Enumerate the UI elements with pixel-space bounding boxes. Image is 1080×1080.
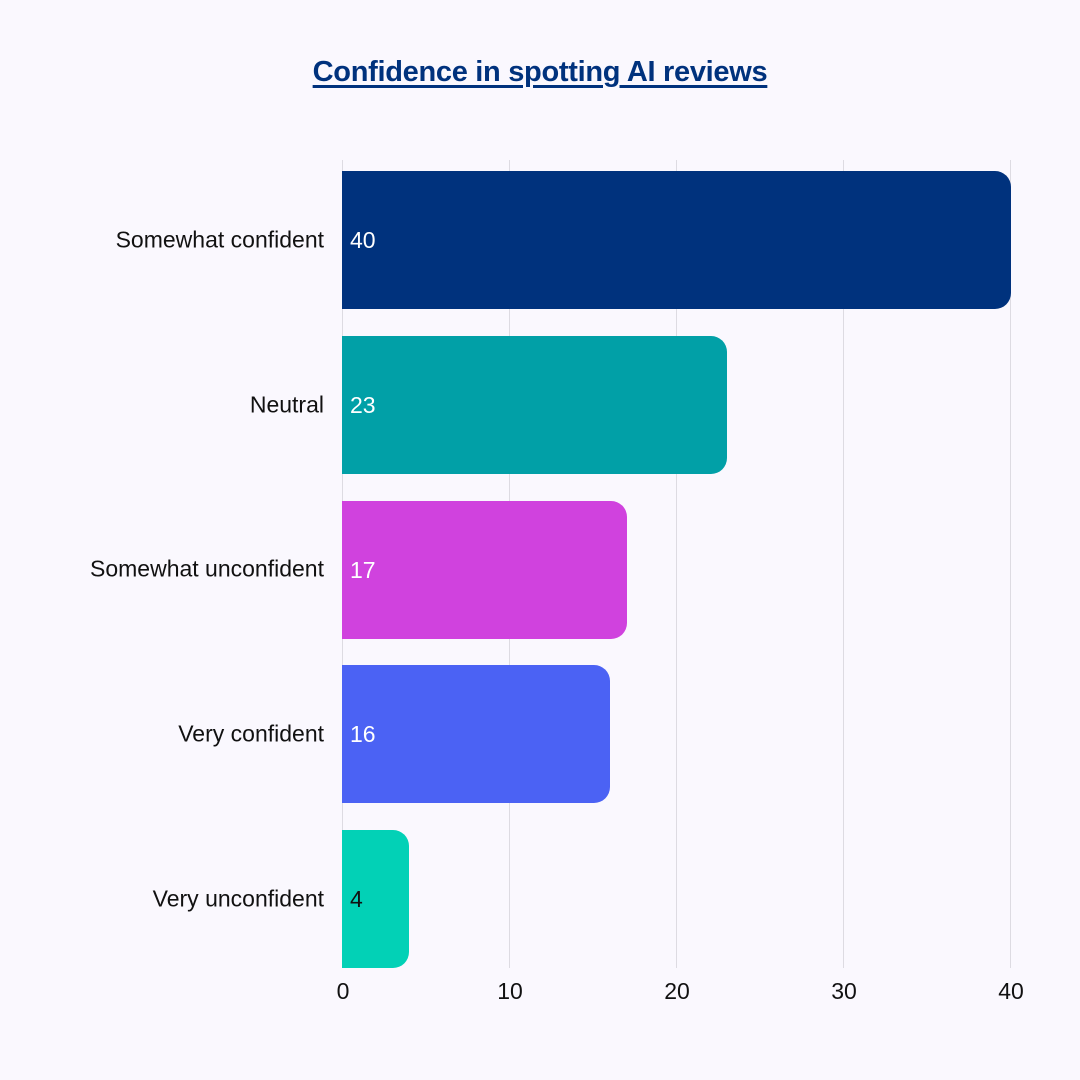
category-label: Neutral <box>249 391 324 418</box>
category-label: Very confident <box>178 720 324 747</box>
x-tick-label: 0 <box>336 978 350 1004</box>
bar-value-label: 16 <box>350 720 376 747</box>
x-tick-label: 10 <box>497 978 523 1004</box>
bar-value-label: 23 <box>350 391 376 418</box>
bar-very-unconfident: 4 <box>342 830 409 968</box>
bar-value-label: 4 <box>350 885 363 912</box>
x-tick-label: 40 <box>998 978 1024 1004</box>
category-label: Very unconfident <box>152 885 324 912</box>
category-label: Somewhat unconfident <box>90 555 324 582</box>
x-tick-label: 20 <box>664 978 690 1004</box>
bar-neutral: 23 <box>342 336 727 474</box>
category-label: Somewhat confident <box>115 226 324 253</box>
x-tick-label: 30 <box>831 978 857 1004</box>
bar-somewhat-unconfident: 17 <box>342 501 627 639</box>
bar-somewhat-confident: 40 <box>342 171 1011 309</box>
gridline-40 <box>1010 160 1011 968</box>
gridline-20 <box>676 160 677 968</box>
gridline-30 <box>843 160 844 968</box>
bar-value-label: 17 <box>350 556 376 583</box>
chart-title: Confidence in spotting AI reviews <box>312 56 768 88</box>
plot-area: 40 23 17 16 4 <box>342 160 1012 968</box>
bar-value-label: 40 <box>350 226 376 253</box>
bar-very-confident: 16 <box>342 665 610 803</box>
